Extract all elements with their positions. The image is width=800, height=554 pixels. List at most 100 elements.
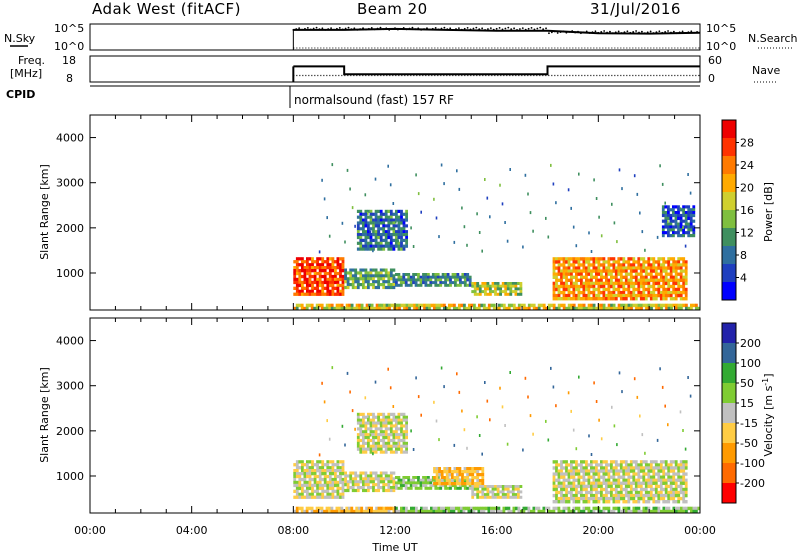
heatmap-cell [602, 263, 606, 267]
heatmap-cell [377, 244, 380, 248]
heatmap-cell [562, 287, 566, 292]
heatmap-cell [395, 212, 398, 216]
heatmap-cell [629, 263, 633, 267]
heatmap-cell [392, 415, 396, 419]
heatmap-cell [585, 463, 588, 467]
heatmap-cell [514, 290, 518, 294]
heatmap-cell [367, 247, 370, 251]
heatmap-cell [456, 473, 459, 477]
heatmap-cell [637, 290, 641, 295]
heatmap-cell [514, 487, 518, 491]
heatmap-cell [308, 492, 312, 496]
heatmap-cell [382, 509, 386, 514]
heatmap-cell [468, 303, 471, 308]
heatmap-cell [662, 269, 666, 273]
heatmap-cell [582, 496, 586, 501]
heatmap-cell [519, 287, 523, 291]
heatmap-cell [650, 306, 653, 311]
heatmap-cell [326, 277, 330, 282]
heatmap-cell [639, 496, 643, 501]
heatmap-cell [321, 477, 325, 482]
heatmap-cell [670, 509, 673, 514]
heatmap-cell [595, 472, 598, 476]
heatmap-cell [384, 233, 388, 237]
heatmap-cell [562, 293, 566, 298]
heatmap-cell [424, 273, 428, 276]
heatmap-cell [485, 506, 488, 511]
heatmap-cell [389, 238, 393, 242]
heatmap-cell [293, 286, 297, 290]
heatmap-cell [313, 266, 317, 270]
heatmap-cell [587, 475, 591, 479]
heatmap-cell [295, 480, 299, 485]
heatmap-cell [379, 247, 383, 251]
heatmap-cell [642, 275, 646, 279]
heatmap-cell [677, 216, 680, 220]
heatmap-cell [637, 496, 641, 501]
heatmap-cell [334, 480, 337, 485]
heatmap-cell [400, 218, 403, 222]
heatmap-cell [669, 234, 673, 238]
heatmap-cell [308, 289, 312, 293]
noise-point [449, 27, 452, 30]
heatmap-cell [664, 216, 668, 220]
heatmap-cell [486, 287, 490, 291]
heatmap-cell [595, 481, 598, 485]
heatmap-cell [560, 460, 563, 464]
heatmap-cell [356, 441, 360, 445]
heatmap-cell [306, 283, 309, 288]
heatmap-cell [295, 463, 299, 467]
heatmap-cell [452, 506, 456, 511]
heatmap-cell [351, 486, 355, 490]
heatmap-cell [405, 303, 409, 308]
heatmap-cell [557, 306, 561, 311]
heatmap-speck [593, 178, 595, 182]
heatmap-cell [562, 481, 566, 485]
heatmap-cell [659, 290, 663, 295]
freq-units: [MHz] [10, 67, 42, 80]
heatmap-cell [632, 469, 636, 473]
heatmap-cell [657, 272, 661, 276]
heatmap-speck [656, 235, 659, 239]
heatmap-cell [552, 475, 556, 479]
heatmap-cell [674, 266, 678, 270]
heatmap-cell [585, 306, 588, 311]
heatmap-cell [627, 303, 631, 308]
heatmap-cell [482, 306, 486, 311]
heatmap-cell [362, 447, 365, 451]
noise-point [367, 27, 370, 30]
heatmap-cell [362, 247, 365, 251]
heatmap-cell [652, 500, 656, 504]
heatmap-cell [619, 490, 623, 495]
heatmap-cell [622, 496, 626, 501]
heatmap-cell [672, 287, 676, 292]
heatmap-cell [468, 486, 472, 490]
heatmap-cell [316, 280, 319, 285]
heatmap-cell [555, 487, 558, 492]
heatmap-cell [404, 278, 408, 282]
heatmap-cell [339, 283, 342, 288]
heatmap-cell [664, 260, 668, 264]
heatmap-cell [300, 506, 304, 511]
heatmap-cell [395, 235, 398, 240]
heatmap-cell [349, 274, 353, 278]
heatmap-cell [387, 444, 391, 448]
heatmap-cell [689, 234, 693, 238]
heatmap-cell [476, 282, 480, 285]
cpid-entry: normalsound (fast) 157 RF [294, 93, 454, 107]
heatmap-cell [502, 506, 506, 511]
heatmap-cell [345, 306, 349, 311]
heatmap-cell [358, 303, 361, 308]
heatmap-cell [392, 441, 396, 445]
heatmap-cell [689, 219, 693, 223]
heatmap-cell [637, 493, 641, 498]
heatmap-speck [415, 173, 417, 177]
heatmap-cell [454, 484, 457, 488]
heatmap-cell [330, 506, 334, 511]
heatmap-cell [379, 241, 383, 245]
heatmap-cell [687, 213, 691, 218]
heatmap-cell [675, 506, 678, 511]
heatmap-cell [460, 303, 464, 308]
heatmap-cell [362, 218, 365, 222]
heatmap-cell [610, 275, 613, 279]
